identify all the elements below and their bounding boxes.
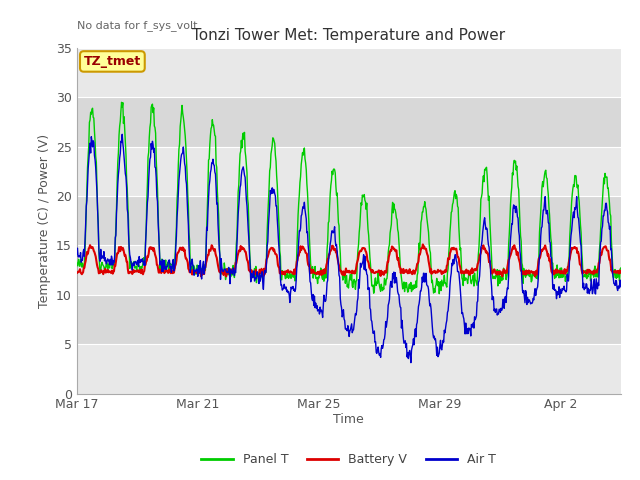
Text: No data for f_sys_volt: No data for f_sys_volt [77, 20, 197, 31]
Bar [77, 147, 621, 196]
Bar [77, 344, 621, 394]
Bar [77, 245, 621, 295]
Legend: Panel T, Battery V, Air T: Panel T, Battery V, Air T [196, 448, 501, 471]
Y-axis label: Temperature (C) / Power (V): Temperature (C) / Power (V) [38, 134, 51, 308]
Bar [77, 97, 621, 147]
Bar [77, 295, 621, 344]
X-axis label: Time: Time [333, 413, 364, 426]
Title: Tonzi Tower Met: Temperature and Power: Tonzi Tower Met: Temperature and Power [192, 28, 506, 43]
Bar [77, 196, 621, 245]
Text: TZ_tmet: TZ_tmet [84, 55, 141, 68]
Bar [77, 48, 621, 97]
